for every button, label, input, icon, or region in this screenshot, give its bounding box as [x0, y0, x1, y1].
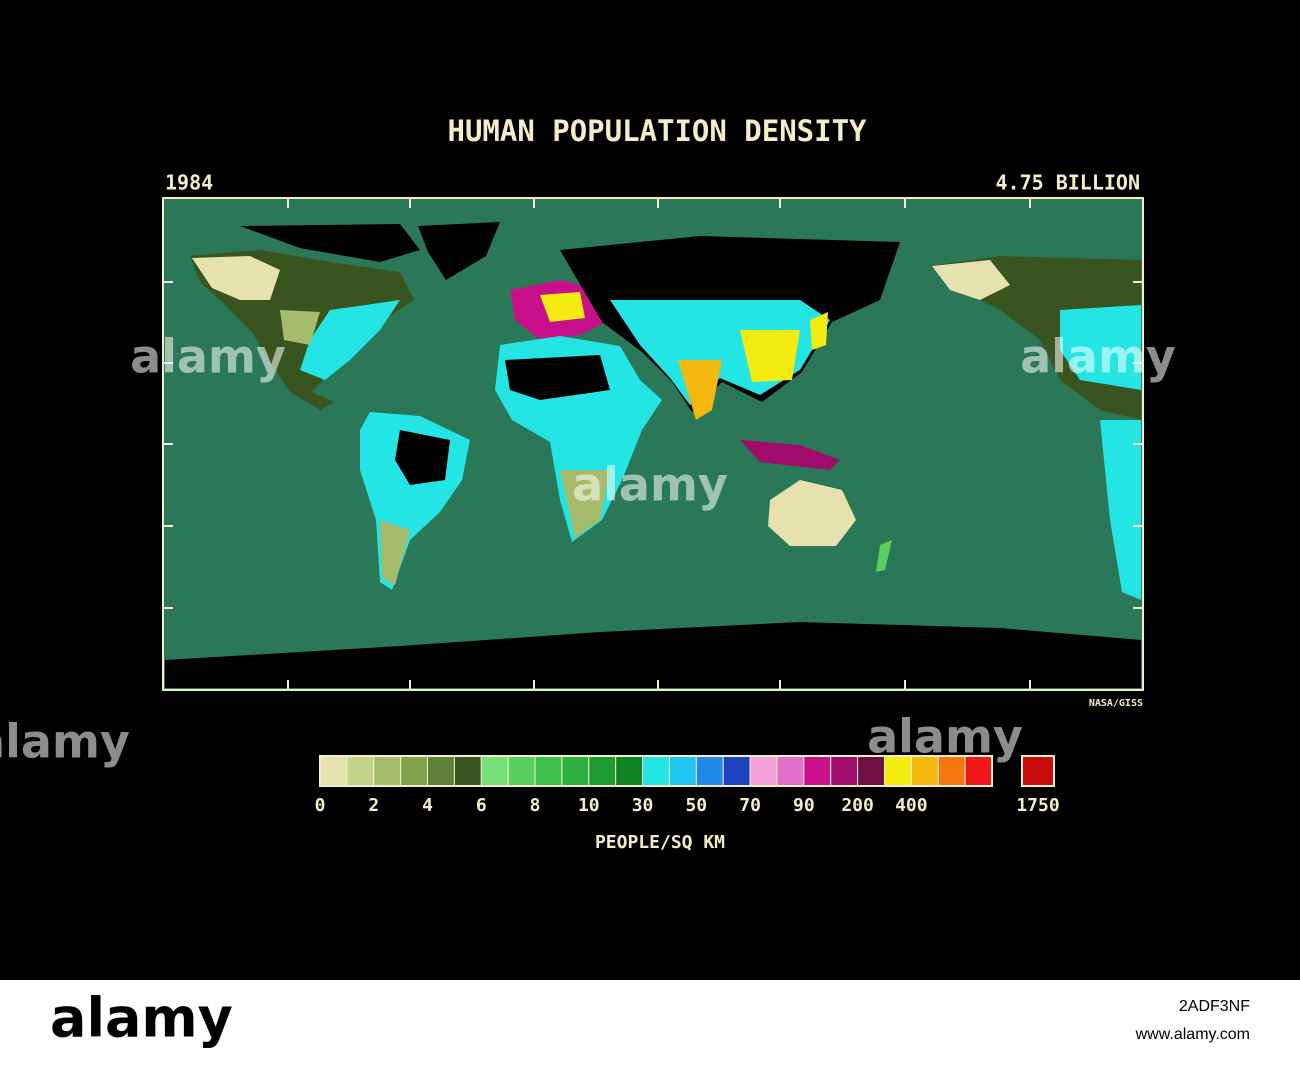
legend-label: 70 — [739, 795, 761, 816]
legend-swatch — [427, 755, 455, 787]
watermark: alamy — [1020, 330, 1176, 384]
watermark: alamy — [867, 710, 1023, 764]
legend-swatch — [615, 755, 644, 787]
europe-core — [540, 292, 585, 322]
legend-label: 0 — [315, 795, 326, 816]
legend-swatch — [722, 755, 751, 787]
australia — [768, 480, 856, 546]
japan — [810, 312, 828, 350]
population: 4.75 BILLION — [996, 171, 1141, 195]
legend-swatch — [507, 755, 536, 787]
legend-swatch — [400, 755, 429, 787]
sahara — [505, 355, 610, 400]
legend-swatch — [776, 755, 805, 787]
southern-africa — [560, 470, 610, 538]
china — [740, 330, 800, 382]
north-america-repeat-west — [932, 260, 1010, 300]
legend-max-swatch — [1021, 755, 1055, 787]
new-zealand — [876, 540, 892, 572]
legend-label: 90 — [793, 795, 815, 816]
legend-label: 8 — [530, 795, 541, 816]
amazon — [395, 430, 450, 485]
legend-label: 10 — [578, 795, 600, 816]
india — [678, 360, 722, 420]
legend-swatch — [803, 755, 832, 787]
legend-swatch — [373, 755, 402, 787]
legend-swatch — [346, 755, 375, 787]
footer — [0, 980, 1300, 1066]
image-id: 2ADF3NF — [1179, 998, 1250, 1015]
legend-swatch — [588, 755, 617, 787]
title: HUMAN POPULATION DENSITY — [447, 114, 867, 148]
legend-swatch — [642, 755, 670, 787]
legend-label: 200 — [841, 795, 874, 816]
arctic — [240, 224, 420, 262]
legend-swatch — [453, 755, 482, 787]
patagonia — [380, 520, 410, 585]
legend: 0 2 4 6 8 10 30 50 70 90 200 400 1750 — [315, 755, 1060, 816]
legend-max-label: 1750 — [1016, 795, 1059, 816]
legend-swatch — [534, 755, 563, 787]
legend-swatch — [749, 755, 778, 787]
legend-label: 400 — [895, 795, 928, 816]
map: NASA/GISS — [162, 197, 1144, 709]
watermark: alamy — [0, 715, 130, 769]
south-america-repeat — [1100, 420, 1141, 600]
legend-swatch — [668, 755, 697, 787]
frame-ticks — [163, 198, 1143, 690]
site: www.alamy.com — [1135, 1026, 1250, 1043]
legend-border — [319, 755, 993, 787]
footer-brand: alamy — [50, 987, 233, 1050]
north-america-west — [192, 256, 280, 300]
legend-swatch — [319, 755, 348, 787]
legend-label: 30 — [632, 795, 654, 816]
watermark: alamy — [572, 458, 728, 512]
legend-label: 4 — [422, 795, 433, 816]
legend-swatch — [830, 755, 859, 787]
year: 1984 — [165, 171, 213, 195]
antarctica — [165, 622, 1141, 688]
watermark: alamy — [130, 330, 286, 384]
north-america-east — [300, 300, 400, 380]
credit: NASA/GISS — [1089, 698, 1143, 709]
legend-label: 2 — [368, 795, 379, 816]
legend-unit: PEOPLE/SQ KM — [595, 832, 725, 853]
greenland — [418, 222, 500, 280]
legend-label: 6 — [476, 795, 487, 816]
north-america-repeat-east — [1060, 305, 1141, 390]
legend-swatch — [480, 755, 509, 787]
north-america-plains — [280, 310, 320, 345]
indonesia — [740, 440, 840, 470]
legend-swatch — [561, 755, 590, 787]
legend-label: 50 — [685, 795, 707, 816]
legend-swatch — [695, 755, 724, 787]
